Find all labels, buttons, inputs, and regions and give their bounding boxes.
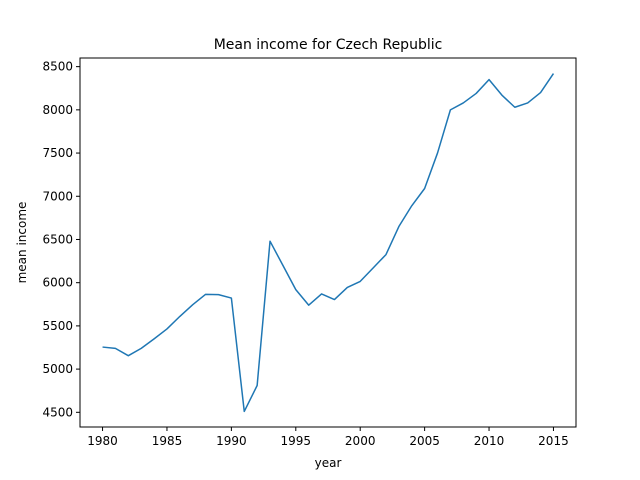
plot-frame xyxy=(79,57,577,428)
x-tick-label: 2005 xyxy=(409,434,440,448)
y-axis-title: mean income xyxy=(15,202,29,284)
x-axis-title: year xyxy=(315,456,342,470)
y-tick-label: 4500 xyxy=(42,405,73,419)
y-tick-label: 7500 xyxy=(42,146,73,160)
chart-title: Mean income for Czech Republic xyxy=(214,37,443,53)
y-tick-label: 8000 xyxy=(42,103,73,117)
y-tick-label: 8500 xyxy=(42,60,73,74)
x-tick-label: 2010 xyxy=(474,434,505,448)
y-tick-label: 6000 xyxy=(42,276,73,290)
y-axis: 4500 5000 5500 6000 6500 7000 7500 8000 8500 xyxy=(42,60,80,419)
x-tick-label: 1985 xyxy=(152,434,183,448)
y-tick-label: 5000 xyxy=(42,362,73,376)
x-tick-label: 1990 xyxy=(216,434,247,448)
x-tick-label: 1980 xyxy=(87,434,118,448)
x-tick-label: 1995 xyxy=(281,434,312,448)
plot-area xyxy=(102,73,555,413)
y-tick-label: 7000 xyxy=(42,189,73,203)
y-tick-label: 6500 xyxy=(42,232,73,246)
y-tick-label: 5500 xyxy=(42,319,73,333)
x-axis: 1980 1985 1990 1995 2000 2005 2010 2015 xyxy=(87,427,569,448)
x-tick-label: 2015 xyxy=(538,434,569,448)
x-tick-label: 2000 xyxy=(345,434,376,448)
series-line-0 xyxy=(102,73,555,413)
